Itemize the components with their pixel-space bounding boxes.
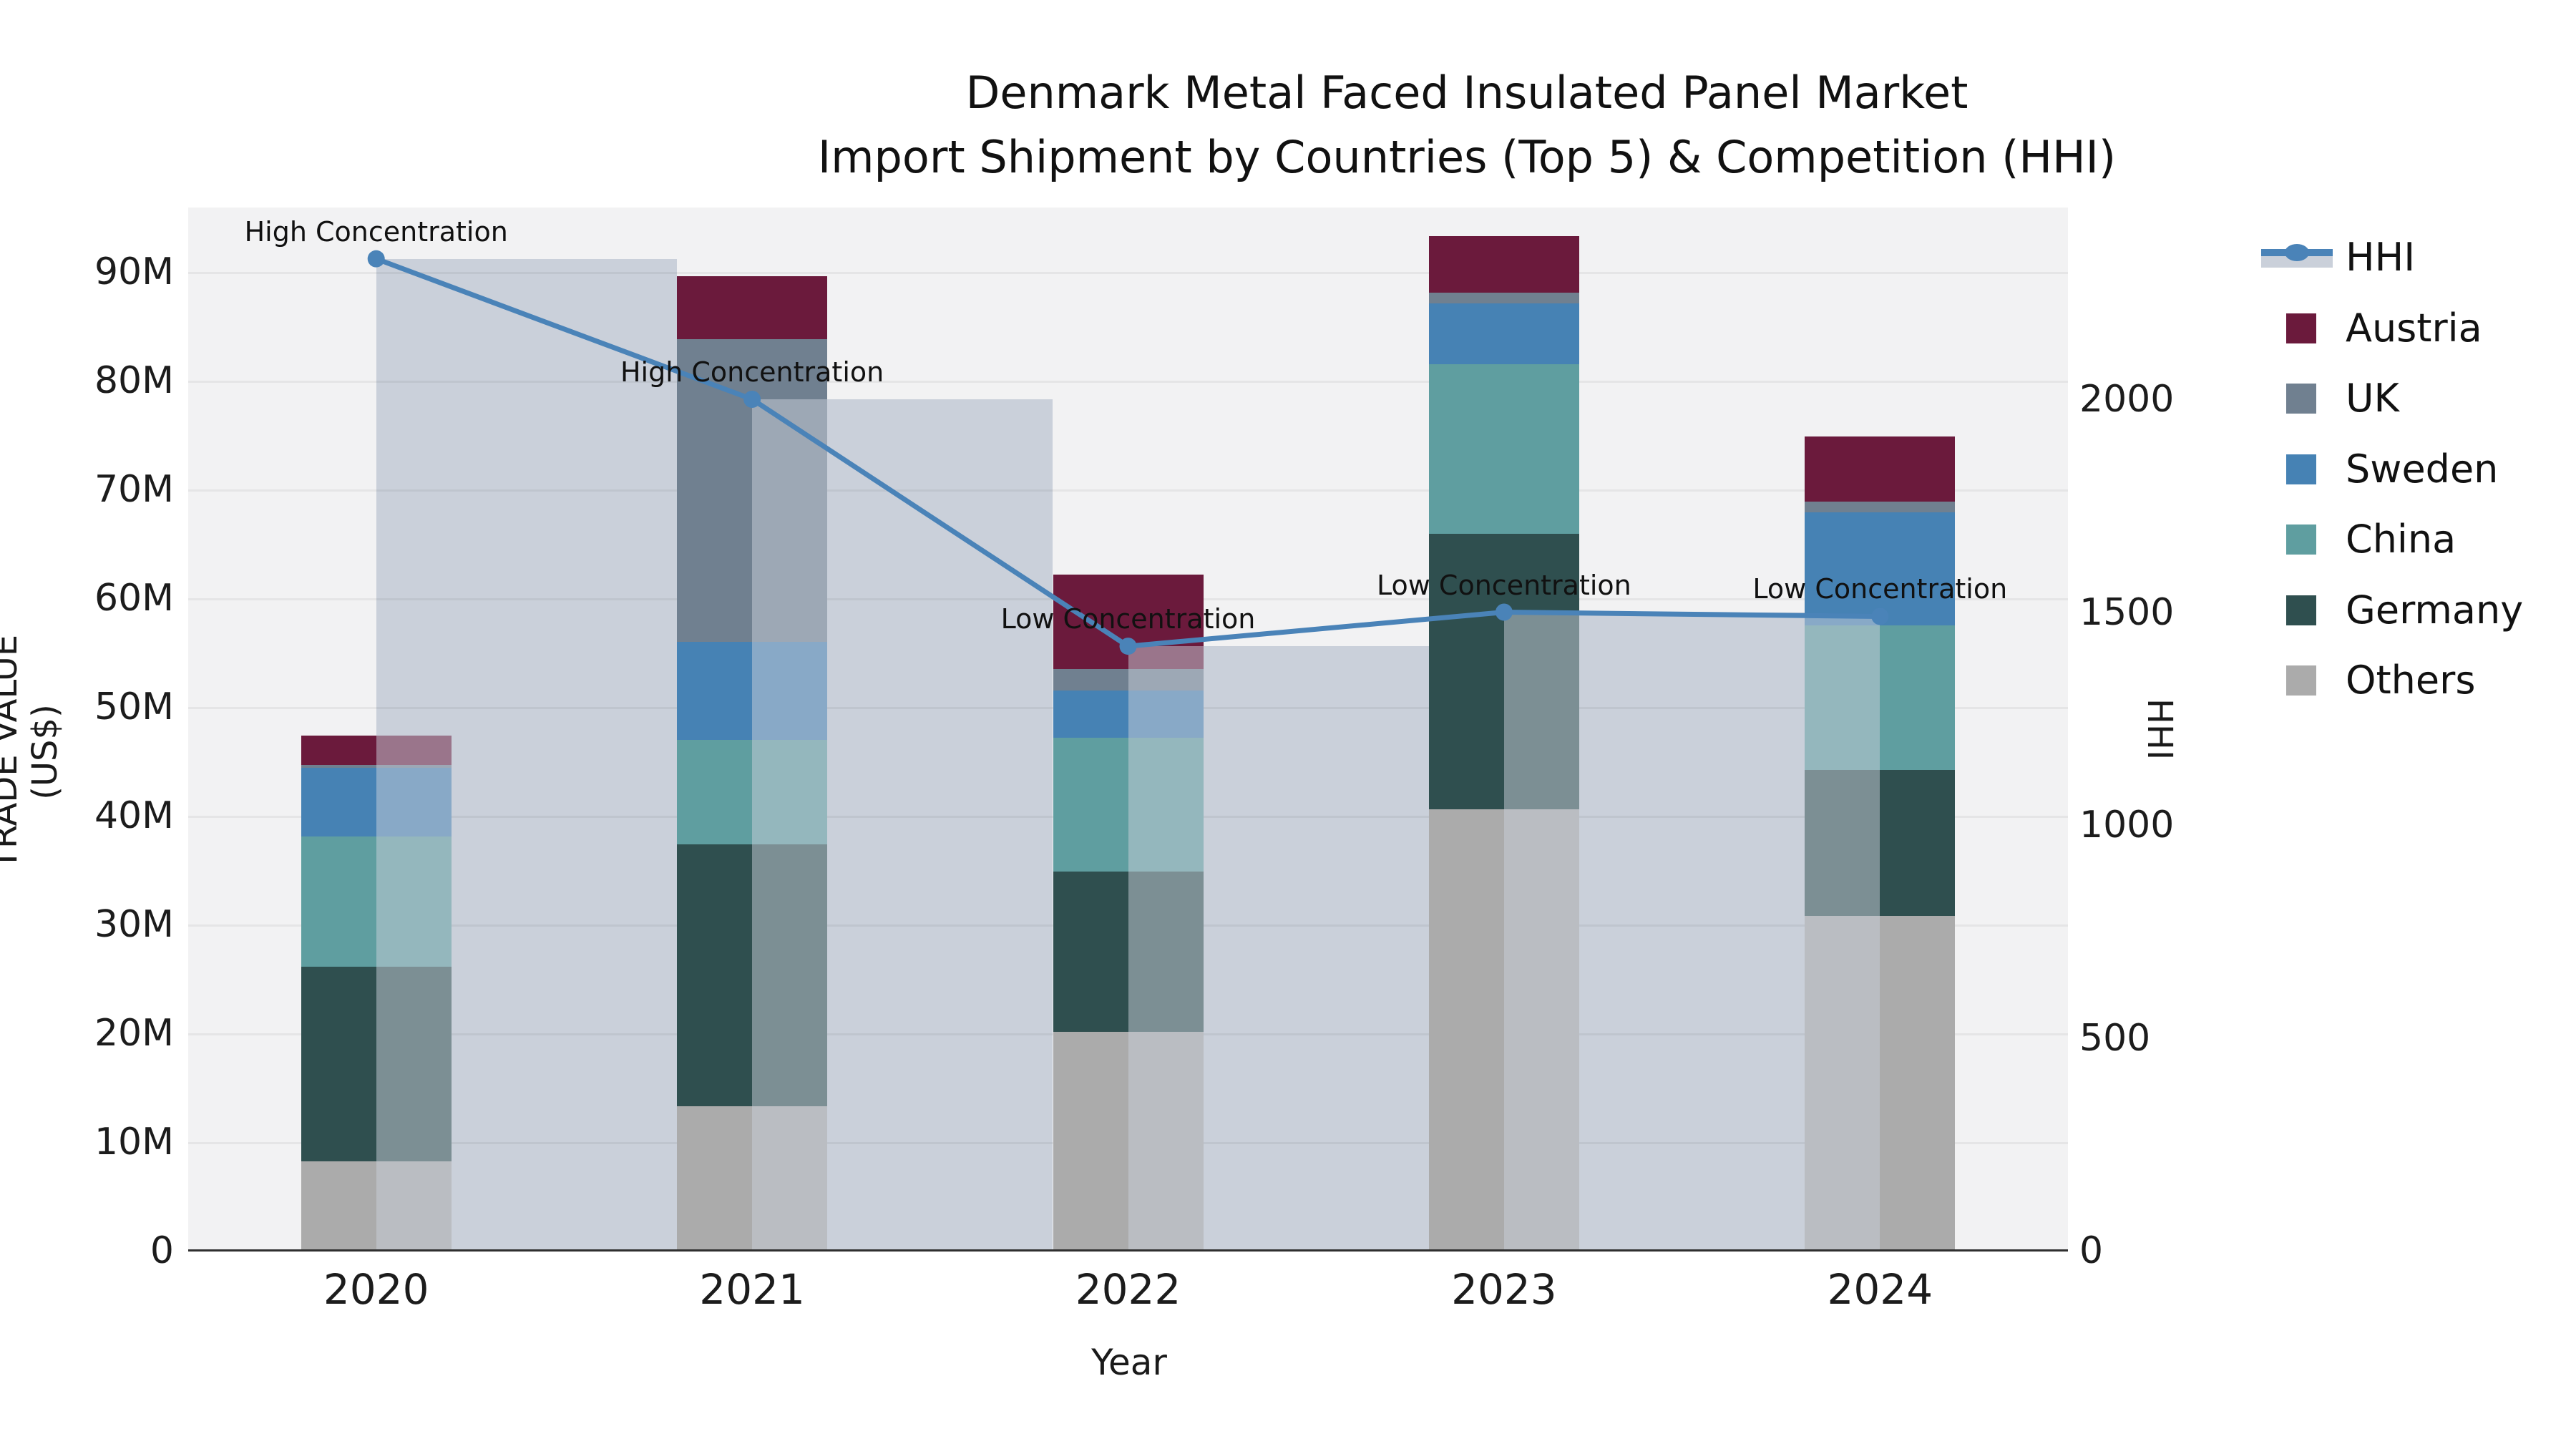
y-left-tick-0: 0 xyxy=(150,1229,174,1272)
stack-mute-overlay xyxy=(1128,646,1204,1251)
x-tick-2023: 2023 xyxy=(1451,1265,1557,1314)
x-tick-2024: 2024 xyxy=(1827,1265,1933,1314)
y-left-tick-60M: 60M xyxy=(94,577,174,620)
gridline-80M xyxy=(188,381,2068,383)
legend-label-hhi: HHI xyxy=(2346,235,2416,280)
y-axis-left-title: TRADE VALUE (US$) xyxy=(0,634,65,870)
chart-title-line2: Import Shipment by Countries (Top 5) & C… xyxy=(817,131,2117,183)
y-left-tick-50M: 50M xyxy=(94,686,174,728)
y-right-tick-500: 500 xyxy=(2079,1016,2151,1060)
stack-segment-austria xyxy=(1805,436,1956,502)
hhi-legend-glyph xyxy=(2261,244,2333,268)
y-right-tick-1000: 1000 xyxy=(2079,804,2175,847)
legend-swatch-germany xyxy=(2286,595,2316,625)
stack-segment-sweden xyxy=(1805,512,1956,625)
y-left-tick-20M: 20M xyxy=(94,1012,174,1055)
annotation-2024: Low Concentration xyxy=(1752,573,2008,605)
hhi-legend-band xyxy=(2261,255,2333,268)
legend-swatch-china xyxy=(2286,525,2316,555)
stack-segment-austria xyxy=(677,276,828,340)
stack-segment-uk xyxy=(1805,501,1956,512)
gridline-70M xyxy=(188,489,2068,492)
stack-segment-uk xyxy=(1428,292,1579,304)
x-axis-title: Year xyxy=(1091,1342,1167,1383)
legend-label-austria: Austria xyxy=(2346,305,2482,351)
x-axis-spine xyxy=(188,1249,2068,1252)
x-tick-2020: 2020 xyxy=(323,1265,429,1314)
y-axis-right-title: HHI xyxy=(2140,698,2180,761)
stack-segment-austria xyxy=(1428,235,1579,293)
plot-area xyxy=(188,208,2068,1251)
y-left-tick-40M: 40M xyxy=(94,794,174,837)
gridline-90M xyxy=(188,272,2068,274)
stack-segment-china xyxy=(1428,364,1579,535)
y-left-tick-30M: 30M xyxy=(94,903,174,946)
legend-swatch-sweden xyxy=(2286,454,2316,484)
annotation-2023: Low Concentration xyxy=(1377,569,1631,601)
stack-mute-overlay xyxy=(1503,612,1579,1251)
annotation-2022: Low Concentration xyxy=(1000,603,1256,635)
y-left-tick-90M: 90M xyxy=(94,250,174,293)
legend-label-germany: Germany xyxy=(2346,587,2524,633)
legend-label-sweden: Sweden xyxy=(2346,446,2499,492)
chart-title-line1: Denmark Metal Faced Insulated Panel Mark… xyxy=(965,67,1968,119)
stack-mute-overlay xyxy=(376,736,452,1251)
legend-label-uk: UK xyxy=(2346,376,2399,421)
y-right-tick-0: 0 xyxy=(2079,1229,2104,1272)
y-left-tick-80M: 80M xyxy=(94,359,174,402)
x-tick-2022: 2022 xyxy=(1075,1265,1181,1314)
stack-segment-sweden xyxy=(1428,303,1579,365)
stack-mute-overlay xyxy=(1805,616,1880,1251)
annotation-2021: High Concentration xyxy=(620,356,884,388)
legend-label-china: China xyxy=(2346,517,2457,562)
legend-swatch-uk xyxy=(2286,384,2316,414)
y-left-tick-10M: 10M xyxy=(94,1121,174,1163)
legend-swatch-austria xyxy=(2286,313,2316,343)
y-left-tick-70M: 70M xyxy=(94,468,174,511)
stack-mute-overlay xyxy=(752,399,828,1251)
x-tick-2021: 2021 xyxy=(699,1265,805,1314)
legend-swatch-others xyxy=(2286,665,2316,696)
y-right-tick-2000: 2000 xyxy=(2079,378,2175,421)
hhi-legend-dot xyxy=(2285,244,2309,261)
y-right-tick-1500: 1500 xyxy=(2079,590,2175,634)
annotation-2020: High Concentration xyxy=(244,215,508,248)
legend-label-others: Others xyxy=(2346,658,2476,703)
